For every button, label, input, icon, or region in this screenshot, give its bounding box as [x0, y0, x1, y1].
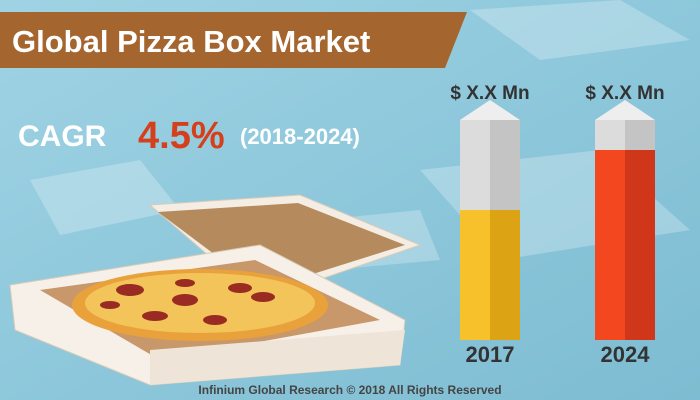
title: Global Pizza Box Market: [12, 24, 370, 59]
cagr-period: (2018-2024): [240, 124, 360, 149]
bar-label: $ X.X Mn: [450, 83, 529, 104]
bar-label: $ X.X Mn: [585, 83, 664, 104]
bar-2017: [460, 100, 520, 340]
cagr-label: CAGR: [18, 120, 107, 153]
title-banner: [0, 12, 467, 68]
bar-year: 2024: [601, 342, 651, 367]
bar-year: 2017: [466, 342, 515, 367]
bar-2024: [595, 100, 655, 340]
cagr-value: 4.5%: [138, 115, 225, 157]
pizza-box: [9, 194, 422, 386]
footer: Infinium Global Research © 2018 All Righ…: [198, 383, 501, 397]
